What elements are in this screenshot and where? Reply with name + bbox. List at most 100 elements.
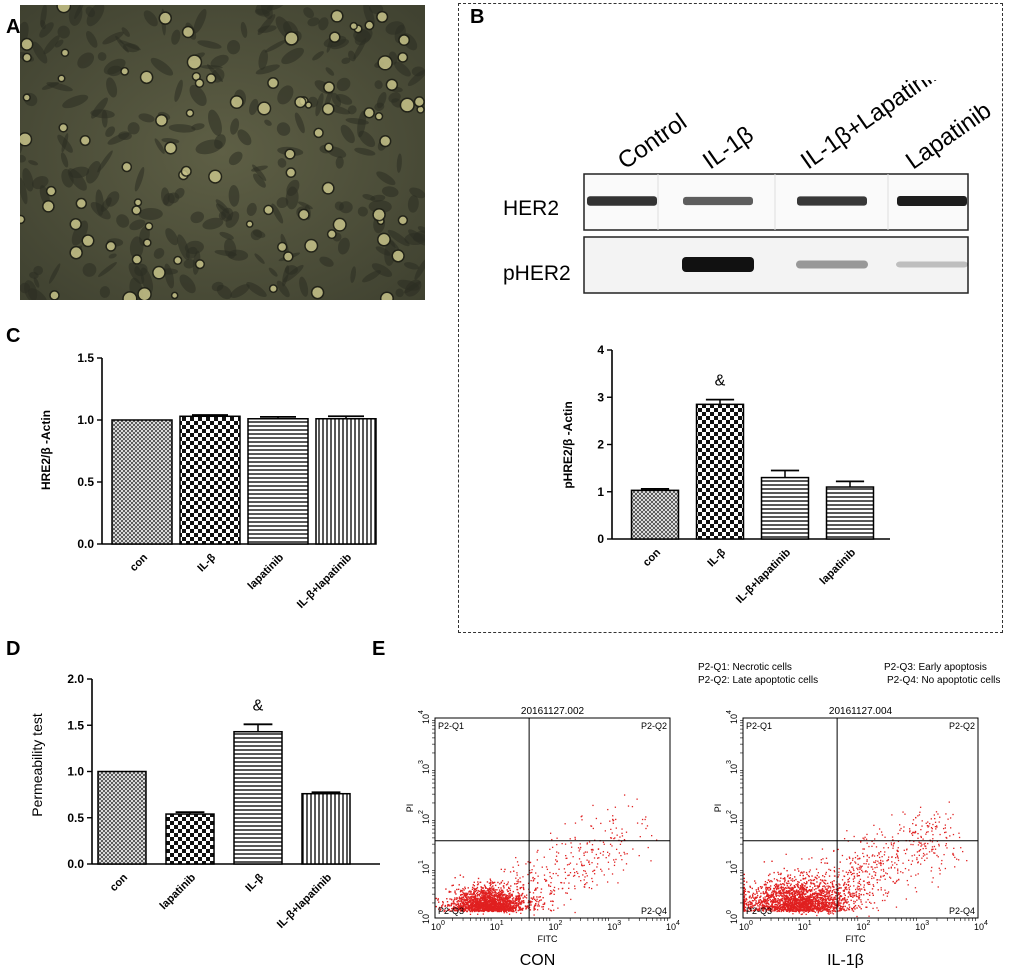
event-dot xyxy=(476,886,479,889)
event-dot xyxy=(505,907,508,909)
event-dot xyxy=(550,900,552,903)
event-dot xyxy=(819,891,821,893)
cell-body xyxy=(61,133,69,153)
event-dot xyxy=(481,891,483,894)
event-dot xyxy=(536,898,538,900)
event-dot xyxy=(484,896,487,899)
event-dot xyxy=(478,903,480,905)
event-dot xyxy=(825,891,828,893)
event-dot xyxy=(797,890,800,892)
event-dot xyxy=(508,906,511,909)
event-dot xyxy=(499,901,502,903)
event-dot xyxy=(824,904,826,906)
event-dot xyxy=(799,906,801,908)
event-dot xyxy=(522,892,524,895)
event-dot xyxy=(509,907,511,910)
event-dot xyxy=(508,897,510,900)
event-dot xyxy=(921,857,923,859)
y-tick-exponent: 3 xyxy=(418,760,425,764)
event-dot xyxy=(787,890,790,892)
event-dot xyxy=(472,884,475,886)
event-dot xyxy=(476,906,479,908)
event-dot xyxy=(810,900,813,903)
event-dot xyxy=(524,896,526,898)
event-dot xyxy=(777,894,779,897)
event-dot xyxy=(814,898,816,900)
cell-body xyxy=(407,195,419,213)
event-dot xyxy=(453,898,456,901)
event-dot xyxy=(497,896,499,899)
cell-body xyxy=(128,262,145,285)
event-dot xyxy=(848,906,851,908)
cell-body xyxy=(97,150,113,173)
event-dot xyxy=(765,891,768,894)
event-dot xyxy=(821,910,823,912)
event-dot xyxy=(803,907,806,910)
event-dot xyxy=(581,815,583,817)
event-dot xyxy=(496,898,499,900)
event-dot xyxy=(849,893,851,895)
bar xyxy=(97,770,147,865)
event-dot xyxy=(865,863,867,865)
event-dot xyxy=(802,899,804,901)
event-dot xyxy=(882,868,885,871)
cell-body xyxy=(224,238,237,259)
event-dot xyxy=(830,894,833,896)
event-dot xyxy=(496,903,498,905)
event-dot xyxy=(494,906,496,908)
event-dot xyxy=(624,853,626,855)
event-dot xyxy=(758,901,761,904)
event-dot xyxy=(850,899,852,902)
event-dot xyxy=(486,904,489,906)
event-dot xyxy=(833,869,835,872)
event-dot xyxy=(751,899,754,902)
event-dot xyxy=(445,910,447,912)
event-dot xyxy=(767,905,770,908)
legend-q4: P2-Q4: No apoptotic cells xyxy=(887,675,1001,686)
event-dot xyxy=(866,859,868,861)
event-dot xyxy=(568,874,570,876)
event-dot xyxy=(821,904,823,907)
event-dot xyxy=(494,884,497,887)
event-dot xyxy=(514,909,517,912)
event-dot xyxy=(500,894,502,897)
event-dot xyxy=(839,907,841,909)
row-label-pher2: pHER2 xyxy=(503,262,571,285)
event-dot xyxy=(557,852,560,854)
event-dot xyxy=(487,901,489,903)
event-dot xyxy=(887,847,890,849)
cell-body xyxy=(394,61,411,77)
cell-body xyxy=(211,281,224,292)
event-dot xyxy=(746,898,748,901)
event-dot xyxy=(805,886,808,889)
event-dot xyxy=(508,893,511,895)
event-dot xyxy=(484,899,486,901)
event-dot xyxy=(824,899,827,902)
event-dot xyxy=(796,902,799,905)
event-dot xyxy=(803,911,805,914)
event-dot xyxy=(532,880,534,882)
event-dot xyxy=(801,883,803,886)
event-dot xyxy=(625,831,628,833)
event-dot xyxy=(502,902,504,905)
event-dot xyxy=(814,898,817,901)
event-dot xyxy=(819,883,821,885)
round-cell xyxy=(285,167,297,178)
event-dot xyxy=(535,872,537,874)
event-dot xyxy=(606,851,609,853)
event-dot xyxy=(843,909,845,911)
event-dot xyxy=(839,892,842,894)
event-dot xyxy=(814,903,816,905)
event-dot xyxy=(756,903,758,905)
event-dot xyxy=(788,886,790,888)
event-dot xyxy=(580,880,582,882)
y-tick-label: 1.0 xyxy=(77,413,94,427)
event-dot xyxy=(516,882,519,884)
event-dot xyxy=(502,891,505,893)
event-dot xyxy=(567,874,569,877)
event-dot xyxy=(796,883,799,885)
event-dot xyxy=(505,905,508,908)
event-dot xyxy=(790,908,793,911)
event-dot xyxy=(516,888,518,891)
event-dot xyxy=(768,908,771,911)
